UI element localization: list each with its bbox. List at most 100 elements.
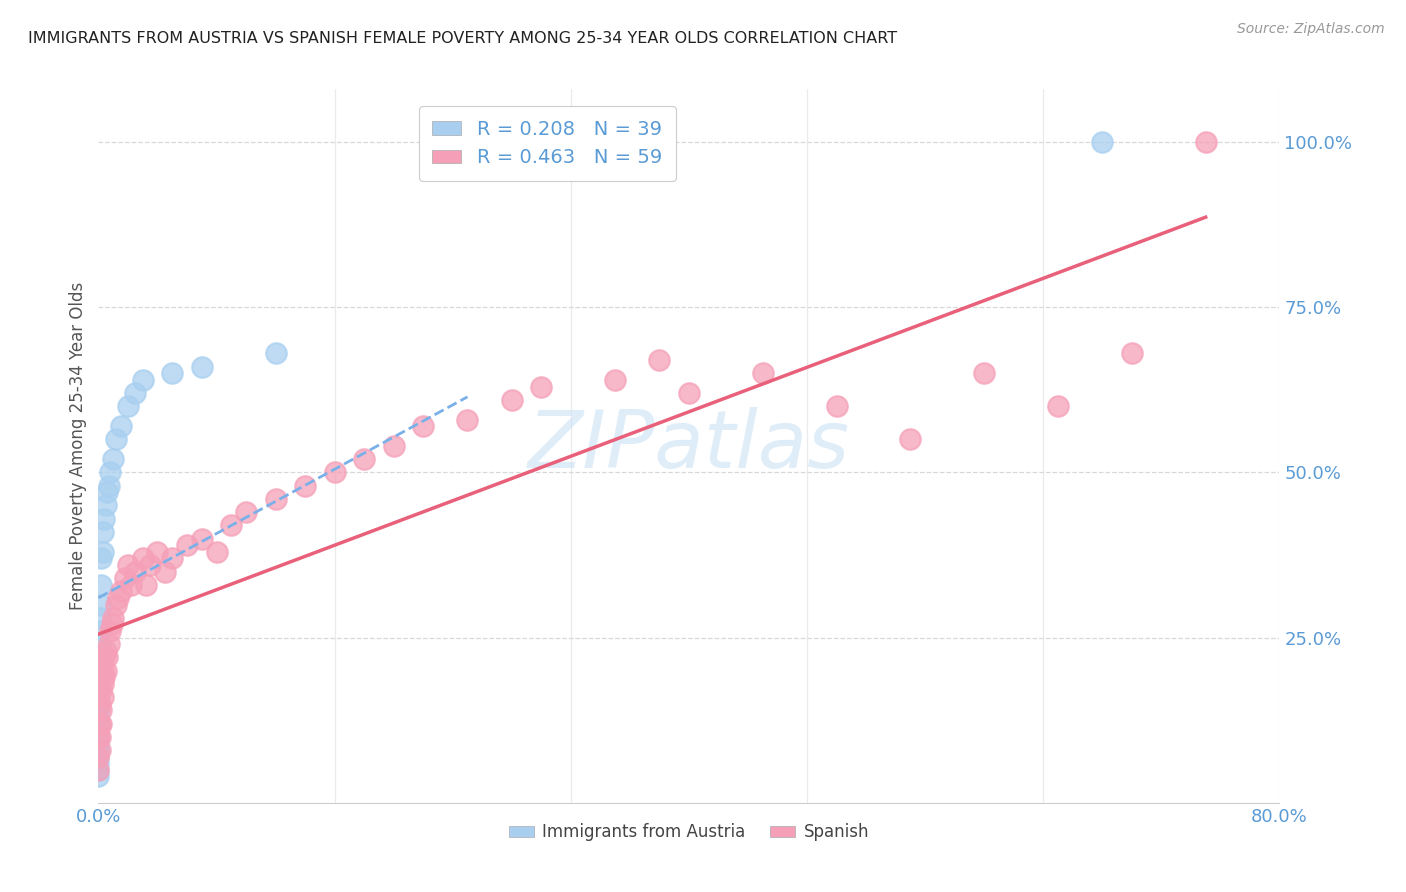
Point [1091,135,1114,149]
Point [162,367,183,381]
Point [98,624,121,638]
Point [191,359,214,374]
Point [89,697,111,711]
Point [605,373,627,387]
Point [89,743,111,757]
Point [323,466,346,480]
Point [87,683,110,698]
Point [117,400,139,414]
Point [94,644,117,658]
Point [648,353,671,368]
Point [87,769,110,783]
Text: Source: ZipAtlas.com: Source: ZipAtlas.com [1237,22,1385,37]
Point [87,730,110,744]
Point [146,545,169,559]
Point [93,511,115,525]
Point [117,558,139,572]
Point [132,373,155,387]
Point [87,670,110,684]
Point [124,386,146,401]
Point [1121,346,1143,360]
Point [124,565,146,579]
Point [87,763,110,777]
Point [235,505,257,519]
Point [87,749,110,764]
Point [110,584,132,599]
Point [87,703,110,717]
Point [96,650,118,665]
Y-axis label: Female Poverty Among 25-34 Year Olds: Female Poverty Among 25-34 Year Olds [69,282,87,610]
Point [91,677,114,691]
Point [97,637,120,651]
Point [87,716,110,731]
Point [752,367,775,381]
Point [93,650,115,665]
Point [132,551,155,566]
Point [89,637,111,651]
Point [382,439,405,453]
Text: ZIPatlas: ZIPatlas [527,407,851,485]
Point [90,683,112,698]
Point [530,379,553,393]
Point [1046,400,1070,414]
Point [221,518,243,533]
Point [87,763,110,777]
Point [96,485,118,500]
Point [110,419,132,434]
Point [91,545,114,559]
Point [353,452,375,467]
Point [87,736,110,750]
Point [100,617,122,632]
Point [294,478,316,492]
Point [457,412,479,426]
Point [264,491,287,506]
Point [191,532,214,546]
Point [94,499,117,513]
Point [93,670,115,684]
Point [205,545,228,559]
Point [114,571,136,585]
Point [89,730,111,744]
Point [87,710,110,724]
Point [87,756,110,771]
Point [90,598,112,612]
Point [91,524,114,539]
Point [105,433,128,447]
Point [91,664,114,678]
Point [91,690,114,704]
Point [678,386,700,401]
Point [900,433,922,447]
Point [105,598,128,612]
Point [135,578,157,592]
Point [103,611,125,625]
Point [120,578,142,592]
Point [501,392,523,407]
Point [98,466,121,480]
Text: IMMIGRANTS FROM AUSTRIA VS SPANISH FEMALE POVERTY AMONG 25-34 YEAR OLDS CORRELAT: IMMIGRANTS FROM AUSTRIA VS SPANISH FEMAL… [28,31,897,46]
Point [176,538,198,552]
Point [89,657,111,671]
Point [89,624,111,638]
Point [87,664,110,678]
Point [89,650,111,665]
Point [97,478,120,492]
Point [1195,135,1218,149]
Point [103,452,125,467]
Point [153,565,176,579]
Point [87,697,110,711]
Point [90,716,112,731]
Point [107,591,129,605]
Point [139,558,162,572]
Point [162,551,183,566]
Point [825,400,848,414]
Point [412,419,434,434]
Point [87,749,110,764]
Point [94,664,117,678]
Point [264,346,287,360]
Point [87,730,110,744]
Point [90,551,112,566]
Point [90,578,112,592]
Point [89,716,111,731]
Point [90,703,112,717]
Point [87,743,110,757]
